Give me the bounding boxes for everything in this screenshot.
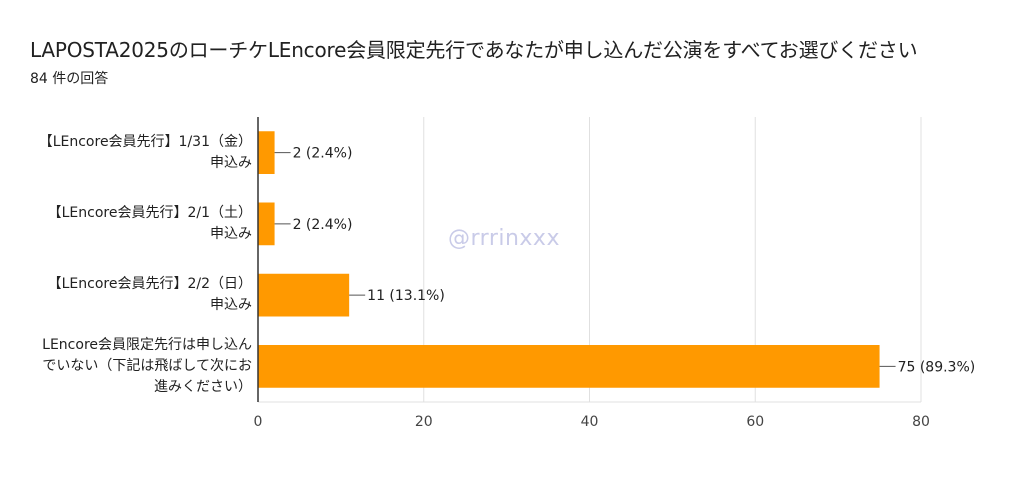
category-label-line: 進みください） [154, 378, 252, 395]
data-label: 2 (2.4%) [293, 146, 353, 162]
category-label: 【LEncore会員先行】1/31（金） 申込み [2, 132, 252, 174]
category-label-line: 申込み [210, 154, 252, 171]
category-label-line: 【LEncore会員先行】1/31（金） [38, 133, 252, 150]
data-label: 2 (2.4%) [293, 217, 353, 233]
category-label-line: 申込み [210, 297, 252, 314]
x-tick-label: 80 [912, 414, 930, 430]
category-label: 【LEncore会員先行】2/2（日） 申込み [2, 274, 252, 316]
bar [258, 345, 880, 388]
category-label: LEncore会員限定先行は申し込ん でいない（下記は飛ばして次にお進みください） [2, 335, 252, 398]
bar [258, 273, 350, 317]
x-tick-label: 60 [746, 414, 764, 430]
x-tick-label: 0 [254, 414, 263, 430]
bar [258, 131, 275, 174]
response-count: 84 件の回答 [30, 71, 109, 87]
category-label-line: 【LEncore会員先行】2/2（日） [47, 276, 252, 293]
data-label: 11 (13.1%) [367, 288, 445, 304]
category-label: 【LEncore会員先行】2/1（土） 申込み [2, 203, 252, 245]
x-tick-label: 20 [415, 414, 433, 430]
category-label-line: 申込み [210, 225, 252, 242]
data-label: 75 (89.3%) [898, 359, 976, 375]
category-label-line: 【LEncore会員先行】2/1（土） [47, 204, 252, 221]
category-label-line: LEncore会員限定先行は申し込ん [42, 336, 252, 353]
category-label-line: でいない（下記は飛ばして次にお [42, 357, 252, 374]
bar [258, 202, 275, 246]
watermark-text: @rrrinxxx [448, 226, 560, 251]
x-tick-label: 40 [581, 414, 599, 430]
chart-title: LAPOSTA2025のローチケLEncore会員限定先行であなたが申し込んだ公… [30, 38, 918, 62]
